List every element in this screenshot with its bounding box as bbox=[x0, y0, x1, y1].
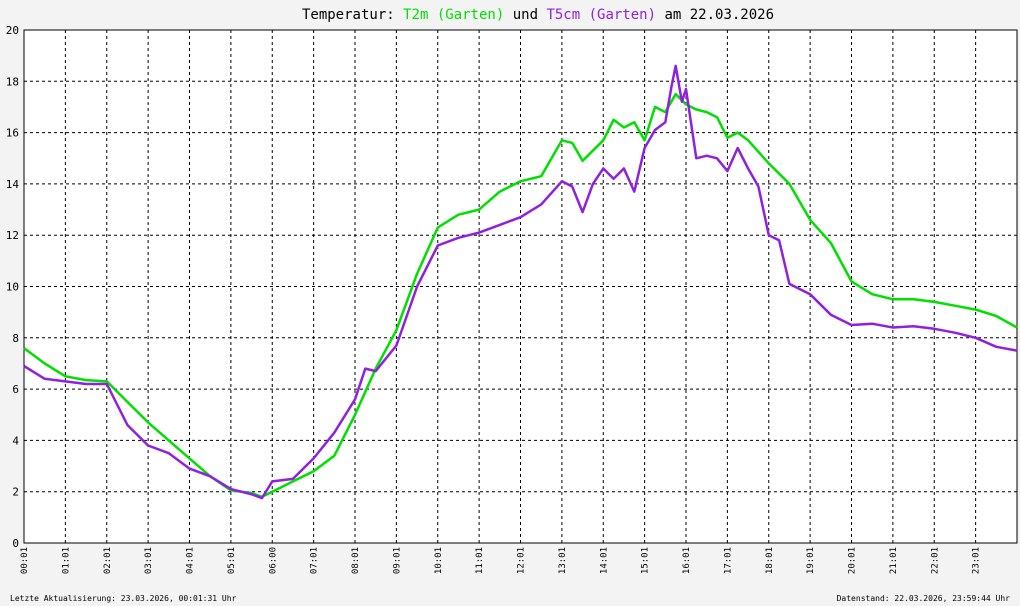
plot-area bbox=[23, 29, 1018, 544]
x-tick-label: 08:01 bbox=[351, 547, 361, 574]
y-tick-label: 20 bbox=[6, 24, 19, 37]
x-tick-label: 15:01 bbox=[641, 547, 651, 574]
x-tick-label: 16:01 bbox=[682, 547, 692, 574]
x-tick-label: 14:01 bbox=[599, 547, 609, 574]
x-tick-label: 13:01 bbox=[558, 547, 568, 574]
footer-last-update: Letzte Aktualisierung: 23.03.2026, 00:01… bbox=[10, 594, 237, 603]
series-line-t5cm bbox=[23, 64, 1018, 500]
x-tick-label: 11:01 bbox=[475, 547, 485, 574]
y-tick-label: 8 bbox=[12, 332, 19, 345]
y-tick-label: 4 bbox=[12, 434, 19, 447]
title-prefix: Temperatur: bbox=[302, 7, 403, 23]
y-tick-label: 6 bbox=[12, 383, 19, 396]
y-tick-label: 12 bbox=[6, 229, 19, 242]
y-tick-label: 2 bbox=[12, 486, 19, 499]
y-tick-label: 16 bbox=[6, 127, 19, 140]
chart-title: Temperatur: T2m (Garten) und T5cm (Garte… bbox=[302, 7, 774, 23]
x-tick-label: 09:01 bbox=[392, 547, 402, 574]
x-tick-label: 21:01 bbox=[889, 547, 899, 574]
x-tick-label: 18:01 bbox=[765, 547, 775, 574]
title-series2-label: T5cm (Garten) bbox=[546, 7, 656, 23]
x-tick-label: 03:01 bbox=[144, 547, 154, 574]
title-suffix: am 22.03.2026 bbox=[656, 7, 774, 23]
y-tick-label: 18 bbox=[6, 75, 19, 88]
x-tick-label: 04:01 bbox=[186, 547, 196, 574]
x-tick-label: 23:01 bbox=[972, 547, 982, 574]
x-tick-label: 10:01 bbox=[434, 547, 444, 574]
x-tick-label: 12:01 bbox=[517, 547, 527, 574]
x-axis-ticks: 00:01 01:01 02:01 03:01 04:01 05:01 06:00 07:01… bbox=[20, 547, 982, 574]
y-tick-label: 10 bbox=[6, 281, 19, 294]
series-lines bbox=[23, 64, 1018, 500]
footer-data-status: Datenstand: 22.03.2026, 23:59:44 Uhr bbox=[837, 594, 1011, 603]
x-tick-label: 01:01 bbox=[61, 547, 71, 574]
x-tick-label: 20:01 bbox=[848, 547, 858, 574]
y-tick-label: 14 bbox=[6, 178, 20, 191]
y-axis-ticks: 0 2 4 6 8 10 12 14 16 18 20 bbox=[6, 24, 20, 550]
x-tick-label: 02:01 bbox=[103, 547, 113, 574]
x-tick-label: 00:01 bbox=[20, 547, 30, 574]
x-tick-label: 22:01 bbox=[930, 547, 940, 574]
y-tick-label: 0 bbox=[12, 537, 19, 550]
x-tick-label: 06:00 bbox=[268, 547, 278, 574]
x-tick-label: 19:01 bbox=[806, 547, 816, 574]
title-series1-label: T2m (Garten) bbox=[403, 7, 504, 23]
title-middle: und bbox=[504, 7, 546, 23]
x-tick-label: 17:01 bbox=[723, 547, 733, 574]
x-tick-label: 05:01 bbox=[227, 547, 237, 574]
x-tick-label: 07:01 bbox=[310, 547, 320, 574]
